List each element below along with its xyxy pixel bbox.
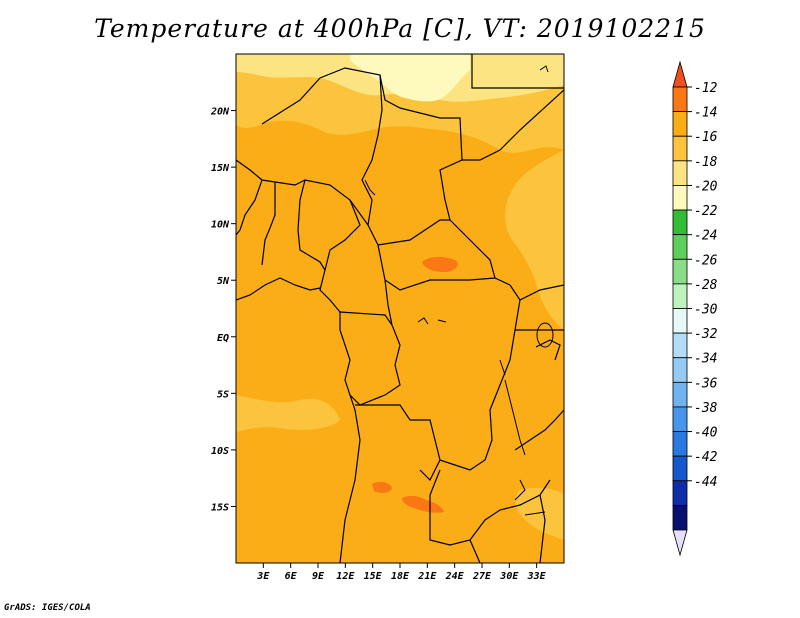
colorbar-swatch	[672, 381, 688, 408]
colorbar-swatch	[672, 258, 688, 285]
colorbar-label: -26	[694, 253, 718, 268]
colorbar-label: -42	[694, 450, 718, 465]
lat-tick-label: 5S	[217, 389, 229, 400]
lat-tick-label: 5N	[217, 276, 230, 287]
lon-tick-label: 3E	[256, 571, 270, 582]
lon-tick-label: 12E	[336, 571, 355, 582]
colorbar-bottom-triangle	[672, 529, 688, 557]
lat-tick-label: 15N	[211, 163, 230, 174]
colorbar-label: -36	[694, 376, 718, 391]
longitude-ticks: 3E 6E 9E 12E 15E 18E 21E 24E 27E 30E 33E	[256, 563, 547, 582]
colorbar-label: -40	[694, 426, 718, 441]
colorbar-label: -12	[694, 81, 718, 96]
colorbar-labels: -12 -14 -16 -18 -20 -22 -24 -26 -28 -30 -32 -34 -36 -…	[687, 81, 718, 490]
colorbar-label: -18	[694, 155, 718, 170]
footer-credit: GrADS: IGES/COLA	[4, 603, 91, 613]
colorbar-swatch	[672, 455, 688, 482]
colorbar-label: -32	[694, 327, 718, 342]
colorbar-label: -24	[694, 229, 717, 244]
colorbar-swatch	[672, 504, 688, 531]
contour-band-minus18-south	[236, 395, 340, 432]
lat-tick-label: 10S	[211, 446, 229, 457]
lat-tick-label: EQ	[217, 333, 229, 344]
lon-tick-label: 15E	[364, 571, 383, 582]
colorbar-top-triangle	[672, 60, 688, 88]
colorbar-swatch	[672, 406, 688, 432]
colorbar-label: -16	[694, 130, 718, 145]
lat-tick-label: 15S	[211, 502, 229, 513]
colorbar-swatch	[672, 431, 688, 457]
colorbar-swatch	[672, 283, 688, 309]
lon-tick-label: 30E	[499, 571, 519, 582]
contour-band-minus14-patch2	[372, 481, 392, 493]
lat-tick-label: 20N	[210, 107, 230, 118]
colorbar-swatch	[672, 480, 688, 506]
colorbar	[672, 60, 688, 557]
lon-tick-label: 9E	[312, 571, 325, 582]
lon-tick-label: 18E	[391, 571, 410, 582]
lake-outlines	[364, 65, 554, 516]
colorbar-swatch	[672, 86, 688, 113]
colorbar-label: -34	[694, 352, 717, 367]
lon-tick-label: 27E	[472, 571, 492, 582]
colorbar-label: -44	[694, 475, 717, 490]
colorbar-label: -38	[694, 401, 718, 416]
lon-tick-label: 21E	[417, 571, 437, 582]
contour-band-minus22	[350, 54, 470, 102]
colorbar-label: -28	[694, 278, 718, 293]
lon-tick-label: 33E	[527, 571, 547, 582]
colorbar-label: -30	[694, 303, 718, 318]
colorbar-swatch	[672, 308, 688, 334]
colorbar-label: -22	[694, 204, 718, 219]
contour-band-minus14-patch1	[422, 256, 458, 272]
latitude-ticks: 20N 15N 10N 5N EQ 5S 10S 15S	[210, 107, 236, 513]
lon-tick-label: 6E	[285, 571, 298, 582]
colorbar-swatch	[672, 185, 688, 211]
colorbar-swatch	[672, 160, 688, 186]
lat-tick-label: 10N	[211, 220, 230, 231]
country-borders	[236, 54, 564, 563]
colorbar-label: -20	[694, 179, 718, 194]
colorbar-swatch	[672, 209, 688, 236]
chart-title: Temperature at 400hPa [C], VT: 201910221…	[94, 14, 706, 43]
colorbar-swatch	[672, 357, 688, 383]
contour-band-minus14-patch3	[402, 495, 444, 513]
lon-tick-label: 24E	[445, 571, 465, 582]
colorbar-label: -14	[694, 106, 717, 121]
contour-band-minus18-east	[504, 150, 564, 330]
map-area	[236, 54, 564, 563]
colorbar-swatch	[672, 332, 688, 359]
colorbar-swatch	[672, 234, 688, 260]
colorbar-swatch	[672, 111, 688, 137]
colorbar-swatch	[672, 135, 688, 162]
